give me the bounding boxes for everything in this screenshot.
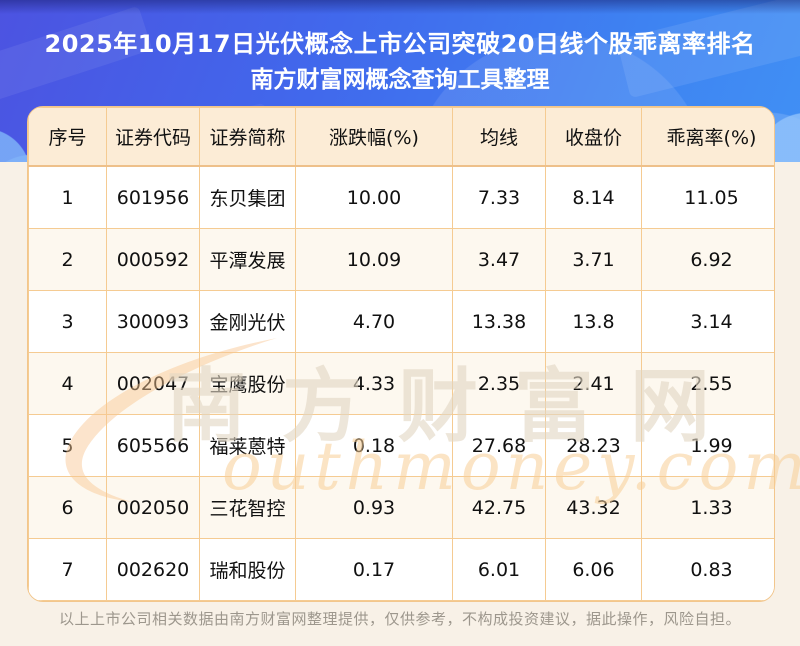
table-cell: 6 (28, 476, 107, 539)
table-body: 1 601956 东贝集团 10.00 7.33 8.14 11.05 2 000592 平潭发展… (28, 165, 774, 601)
table-cell: 2 (28, 228, 107, 291)
column-header: 均线 (452, 107, 546, 167)
table-cell: 7.33 (452, 165, 546, 229)
table-cell: 2.35 (452, 352, 546, 415)
table-cell: 605566 (106, 414, 200, 477)
page-subtitle: 南方财富网概念查询工具整理 (250, 67, 550, 93)
table-cell: 13.38 (452, 290, 546, 353)
table-row: 6 002050 三花智控 0.93 42.75 43.32 1.33 (28, 476, 774, 539)
table-row: 1 601956 东贝集团 10.00 7.33 8.14 11.05 (28, 165, 774, 229)
table-cell: 6.92 (641, 228, 774, 291)
table-cell: 6.06 (545, 538, 642, 601)
table-cell: 东贝集团 (199, 165, 296, 229)
column-header: 收盘价 (545, 107, 642, 167)
table-cell: 瑞和股份 (199, 538, 296, 601)
table-cell: 10.09 (295, 228, 453, 291)
table-cell: 13.8 (545, 290, 642, 353)
column-header: 乖离率(%) (641, 107, 774, 167)
table-cell: 0.18 (295, 414, 453, 477)
table-cell: 3.14 (641, 290, 774, 353)
column-header: 序号 (28, 107, 107, 167)
table-cell: 2.41 (545, 352, 642, 415)
table-cell: 11.05 (641, 165, 774, 229)
table-cell: 10.00 (295, 165, 453, 229)
table-row: 2 000592 平潭发展 10.09 3.47 3.71 6.92 (28, 228, 774, 291)
column-header: 证券代码 (106, 107, 200, 167)
table-cell: 4.33 (295, 352, 453, 415)
table-cell: 三花智控 (199, 476, 296, 539)
table-cell: 1 (28, 165, 107, 229)
table-cell: 27.68 (452, 414, 546, 477)
table-cell: 300093 (106, 290, 200, 353)
disclaimer-text: 以上上市公司相关数据由南方财富网整理提供，仅供参考，不构成投资建议，据此操作，风… (58, 610, 741, 628)
column-header: 涨跌幅(%) (295, 107, 453, 167)
table-cell: 0.83 (641, 538, 774, 601)
table-row: 4 002047 宝鹰股份 4.33 2.35 2.41 2.55 (28, 352, 774, 415)
table-head-row: 序号 证券代码 证券简称 涨跌幅(%) 均线 收盘价 乖离率(%) (28, 107, 774, 167)
table-cell: 0.93 (295, 476, 453, 539)
table-cell: 金刚光伏 (199, 290, 296, 353)
table-cell: 7 (28, 538, 107, 601)
table-row: 7 002620 瑞和股份 0.17 6.01 6.06 0.83 (28, 538, 774, 601)
table-cell: 601956 (106, 165, 200, 229)
page-title: 2025年10月17日光伏概念上市公司突破20日线个股乖离率排名 (44, 30, 756, 58)
table-cell: 1.33 (641, 476, 774, 539)
table-cell: 3.71 (545, 228, 642, 291)
table-cell: 000592 (106, 228, 200, 291)
table-cell: 宝鹰股份 (199, 352, 296, 415)
table-row: 5 605566 福莱蒽特 0.18 27.68 28.23 1.99 (28, 414, 774, 477)
table-cell: 28.23 (545, 414, 642, 477)
table-cell: 42.75 (452, 476, 546, 539)
table-cell: 002047 (106, 352, 200, 415)
table-cell: 4.70 (295, 290, 453, 353)
table-cell: 002050 (106, 476, 200, 539)
table-cell: 8.14 (545, 165, 642, 229)
table-cell: 3.47 (452, 228, 546, 291)
table-row: 3 300093 金刚光伏 4.70 13.38 13.8 3.14 (28, 290, 774, 353)
table-cell: 43.32 (545, 476, 642, 539)
table-cell: 1.99 (641, 414, 774, 477)
table-cell: 5 (28, 414, 107, 477)
table-cell: 2.55 (641, 352, 774, 415)
table-cell: 002620 (106, 538, 200, 601)
table-cell: 4 (28, 352, 107, 415)
table-cell: 福莱蒽特 (199, 414, 296, 477)
banner-top-shade (0, 0, 800, 14)
table-cell: 平潭发展 (199, 228, 296, 291)
table-cell: 3 (28, 290, 107, 353)
stock-table-card: 序号 证券代码 证券简称 涨跌幅(%) 均线 收盘价 乖离率(%) 1 601956 东贝集团 1… (27, 106, 775, 602)
table-cell: 6.01 (452, 538, 546, 601)
stock-table: 序号 证券代码 证券简称 涨跌幅(%) 均线 收盘价 乖离率(%) 1 601956 东贝集团 1… (28, 107, 774, 601)
column-header: 证券简称 (199, 107, 296, 167)
table-cell: 0.17 (295, 538, 453, 601)
